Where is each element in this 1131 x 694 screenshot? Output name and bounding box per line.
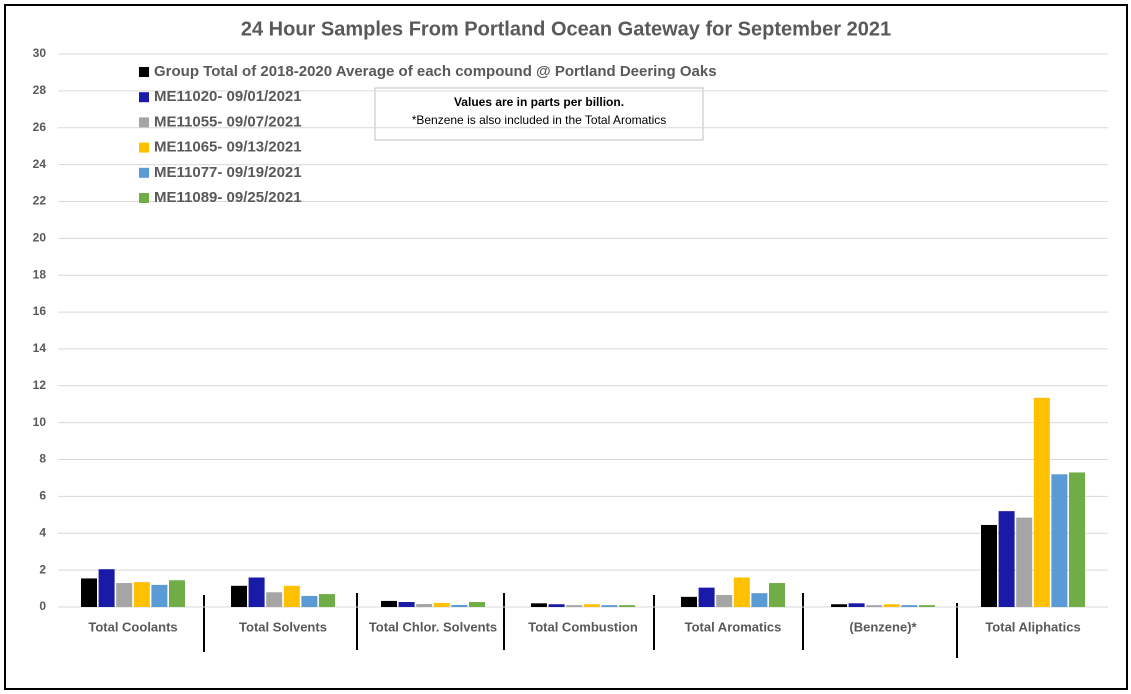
bar [248, 577, 265, 607]
legend-swatch [139, 117, 149, 128]
legend-label: ME11020- 09/01/2021 [154, 88, 302, 105]
bar [883, 604, 900, 607]
legend-label: ME11089- 09/25/2021 [154, 189, 302, 206]
bar [433, 602, 450, 607]
bar [319, 594, 335, 607]
bar [981, 524, 997, 607]
legend-swatch [139, 193, 149, 203]
bar [283, 585, 300, 607]
y-tick-label: 6 [39, 489, 46, 503]
bar [548, 604, 565, 607]
bar [919, 605, 935, 607]
bar [681, 596, 697, 607]
bar [716, 595, 733, 607]
bar [416, 604, 433, 607]
bar [733, 577, 750, 607]
bar [266, 592, 283, 607]
legend-label: ME11065- 09/13/2021 [154, 139, 302, 156]
bar [98, 569, 115, 607]
y-tick-label: 0 [39, 599, 46, 613]
bar [831, 604, 847, 607]
bar [848, 603, 865, 607]
legend-swatch [139, 92, 149, 103]
bar [133, 582, 150, 607]
bar [901, 605, 918, 607]
y-tick-label: 16 [33, 304, 47, 318]
bar [1016, 517, 1033, 607]
legend-swatch [139, 142, 149, 153]
y-tick-label: 26 [33, 120, 47, 134]
bar [1033, 397, 1050, 607]
y-tick-label: 22 [33, 194, 47, 208]
chart-title: 24 Hour Samples From Portland Ocean Gate… [241, 18, 891, 40]
x-tick-label: Total Aliphatics [985, 619, 1080, 634]
x-tick-label: Total Chlor. Solvents [369, 619, 497, 634]
bar [751, 593, 768, 607]
bar [566, 605, 583, 607]
legend-swatch [139, 167, 149, 178]
bar [1051, 474, 1068, 607]
bar [619, 605, 635, 607]
x-tick-label: Total Coolants [88, 619, 177, 634]
x-tick-label: Total Aromatics [685, 619, 782, 634]
y-tick-label: 18 [33, 267, 47, 281]
annotation-box [374, 87, 704, 141]
x-tick-label: (Benzene)* [849, 619, 917, 634]
legend-label: Group Total of 2018-2020 Average of each… [154, 63, 717, 80]
annotation: Values are in parts per billion. [454, 95, 624, 109]
y-tick-label: 30 [33, 46, 47, 60]
bar [601, 605, 618, 607]
y-tick-label: 8 [39, 452, 46, 466]
y-tick-label: 28 [33, 83, 47, 97]
bar [301, 595, 318, 607]
x-tick-label: Total Solvents [239, 619, 327, 634]
bar [151, 584, 168, 607]
legend-swatch [139, 67, 149, 77]
x-tick-label: Total Combustion [528, 619, 638, 634]
y-tick-label: 24 [33, 157, 47, 171]
y-tick-label: 4 [39, 525, 46, 539]
y-tick-label: 12 [33, 378, 47, 392]
bar [469, 602, 485, 607]
bar [116, 583, 133, 607]
bar [769, 583, 785, 607]
bar [381, 600, 397, 607]
bar [698, 587, 715, 607]
category-separators [203, 593, 958, 658]
legend-label: ME11055- 09/07/2021 [154, 113, 302, 130]
y-tick-label: 20 [33, 231, 47, 245]
bar [451, 604, 468, 607]
annotation: *Benzene is also included in the Total A… [412, 113, 667, 127]
y-tick-label: 14 [33, 341, 47, 355]
bar [1069, 472, 1085, 607]
bar [998, 511, 1015, 607]
bar [398, 602, 415, 607]
bar [231, 585, 247, 607]
bar [169, 580, 185, 607]
bar [81, 578, 97, 607]
bar [866, 605, 883, 607]
bar [531, 603, 547, 607]
bar [583, 604, 600, 607]
legend-label: ME11077- 09/19/2021 [154, 164, 302, 181]
y-tick-label: 2 [39, 562, 46, 576]
y-tick-label: 10 [33, 415, 47, 429]
